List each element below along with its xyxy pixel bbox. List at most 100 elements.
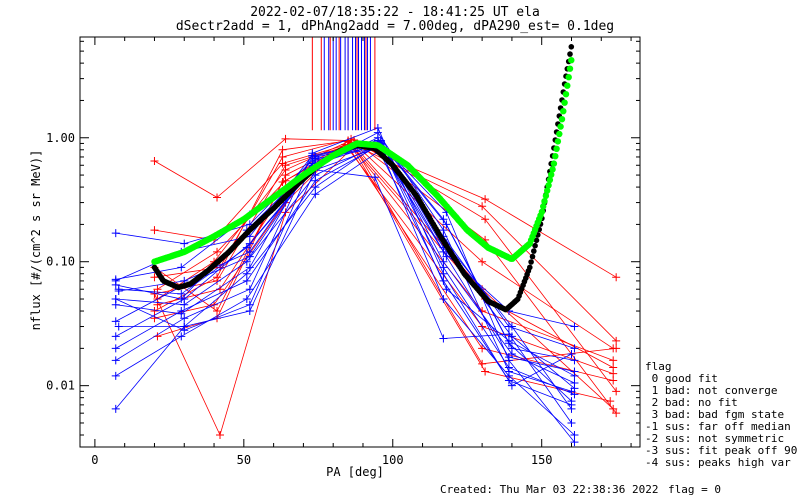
data-point — [609, 369, 618, 378]
created-timestamp: Created: Thu Mar 03 22:38:36 2022 — [440, 483, 659, 496]
fit-point — [567, 51, 573, 57]
vertical-lines-layer — [311, 37, 376, 131]
data-point — [245, 300, 254, 309]
data-point — [311, 156, 320, 165]
data-point — [612, 409, 621, 418]
fit-point — [529, 253, 536, 260]
data-point — [150, 273, 159, 282]
data-point — [370, 173, 379, 182]
data-point — [177, 289, 186, 298]
legend-entry: -4 sus: peaks high var — [645, 456, 791, 469]
data-point — [308, 151, 317, 160]
data-point — [111, 229, 120, 238]
data-point — [311, 190, 320, 199]
data-point — [180, 314, 189, 323]
data-point — [570, 430, 579, 439]
x-tick-label: 0 — [91, 453, 98, 467]
fit-point — [532, 242, 538, 249]
legend: flag 0 good fit 1 bad: not converge 2 ba… — [645, 360, 797, 469]
series-line — [115, 149, 575, 436]
data-point — [150, 156, 159, 165]
chart-title: 2022-02-07/18:35:22 - 18:41:25 UT ela — [250, 5, 540, 20]
data-point — [114, 285, 123, 294]
data-point — [478, 344, 487, 353]
fit-point — [546, 176, 554, 184]
data-point — [570, 367, 579, 376]
data-point — [281, 176, 290, 185]
data-point — [612, 387, 621, 396]
green-fit-curve — [151, 57, 575, 265]
data-point — [245, 285, 254, 294]
fit-curves-layer — [151, 44, 575, 313]
data-point — [177, 307, 186, 316]
data-point — [481, 367, 490, 376]
data-point — [278, 145, 287, 154]
fit-point — [557, 123, 564, 130]
data-point — [609, 376, 618, 385]
legend-title: flag — [645, 360, 672, 373]
data-point — [504, 371, 513, 380]
series-line — [115, 169, 572, 424]
data-point — [442, 252, 451, 261]
data-point — [177, 332, 186, 341]
fit-point — [558, 116, 566, 123]
series-line — [115, 144, 575, 377]
data-point — [507, 332, 516, 341]
legend-entry: 2 bad: no fit — [645, 396, 738, 409]
fit-point — [550, 160, 558, 167]
data-point — [567, 418, 576, 427]
data-point — [439, 334, 448, 343]
fit-point — [541, 198, 548, 205]
y-tick-label: 0.10 — [46, 255, 75, 269]
fit-point — [565, 74, 572, 81]
fit-point — [527, 264, 533, 271]
data-point — [242, 269, 251, 278]
data-point — [216, 430, 224, 439]
series-line — [157, 141, 614, 361]
axis-ticks-layer: 0 50 100 150 0.01 0.10 1.00 — [46, 37, 640, 467]
data-point — [504, 322, 513, 331]
x-axis-label: PA [deg] — [326, 465, 384, 479]
data-point — [609, 356, 618, 365]
series-line — [115, 146, 575, 395]
legend-entry: 3 bad: bad fgm state — [645, 408, 784, 421]
data-point — [111, 371, 120, 380]
data-point — [281, 134, 290, 143]
series-line — [157, 144, 614, 375]
series-line — [154, 139, 617, 392]
data-point — [242, 276, 251, 285]
fit-point — [564, 82, 571, 89]
data-point — [177, 263, 186, 272]
data-point — [311, 176, 320, 185]
data-point — [439, 215, 448, 224]
y-tick-label: 0.01 — [46, 379, 75, 393]
data-point — [150, 226, 159, 235]
fit-point — [560, 108, 567, 115]
fit-point — [568, 57, 575, 64]
data-point — [567, 397, 576, 406]
data-point — [570, 438, 579, 447]
data-point — [111, 332, 120, 341]
series-line — [118, 141, 575, 384]
data-point — [612, 336, 621, 345]
series-line — [115, 132, 572, 392]
black-fit-curve — [151, 44, 575, 313]
fit-point — [552, 153, 559, 160]
fit-point — [528, 259, 534, 265]
data-point — [481, 195, 490, 204]
data-point — [567, 350, 576, 359]
data-point — [442, 285, 451, 294]
fit-point — [553, 145, 560, 152]
data-point — [180, 239, 189, 248]
data-point — [180, 295, 189, 304]
data-point — [111, 317, 120, 326]
chart-subtitle: dSectr2add = 1, dPhAng2add = 7.00deg, dP… — [176, 19, 614, 34]
data-point — [478, 257, 487, 266]
data-point — [570, 384, 579, 393]
fit-point — [556, 130, 563, 138]
data-point — [114, 322, 123, 331]
flag-status: flag = 0 — [668, 483, 721, 496]
data-point — [111, 356, 120, 365]
series-line — [115, 142, 572, 410]
